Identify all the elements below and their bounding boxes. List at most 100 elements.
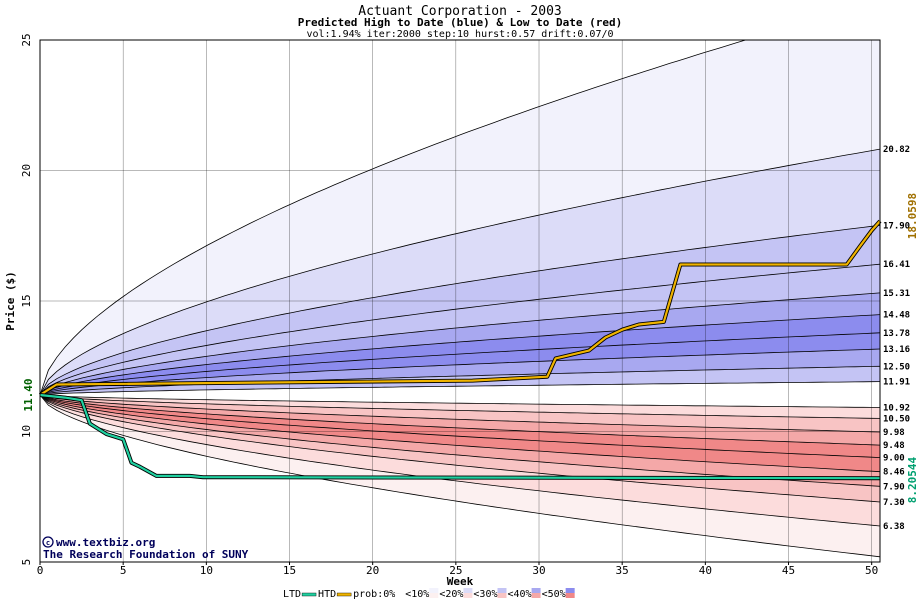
y-tick-label: 10 [20, 425, 33, 438]
band-boundary-line [39, 292, 881, 396]
legend-swatch-red [497, 593, 507, 598]
htd-end-label: 18.0598 [906, 193, 919, 239]
legend-prob-item: <10% [405, 589, 429, 600]
x-tick-label: 20 [366, 564, 379, 577]
band-level-label: 9.00 [883, 454, 905, 464]
probability-band [40, 395, 880, 487]
probability-band [40, 349, 880, 395]
probability-band [40, 395, 880, 458]
legend-swatch-red [531, 593, 541, 598]
legend-htd-swatch [336, 592, 352, 597]
legend-ltd-swatch [301, 592, 317, 597]
x-tick-label: 15 [283, 564, 296, 577]
legend-ltd-label: LTD [283, 589, 301, 600]
probability-band [40, 395, 880, 526]
y-axis-ticks: 5 10 15 20 25 [20, 33, 33, 565]
band-boundary-line [39, 394, 881, 527]
ltd-series-line [39, 393, 881, 480]
x-tick-label: 30 [532, 564, 545, 577]
chart-params: vol:1.94% iter:2000 step:10 hurst:0.57 d… [306, 29, 613, 40]
credit-org: The Research Foundation of SUNY [43, 548, 249, 561]
band-level-label: 11.91 [883, 378, 910, 388]
band-level-label: 12.50 [883, 362, 910, 372]
probability-band [40, 314, 880, 395]
legend-swatch-red [395, 593, 405, 598]
band-boundary-line [39, 332, 881, 396]
copyright-c: c [46, 539, 50, 547]
legend-swatch-blue [497, 588, 507, 593]
band-boundary-line [39, 263, 881, 396]
band-boundary-line [39, 381, 881, 396]
band-boundary-line [39, 348, 881, 396]
legend-swatch-blue [565, 588, 575, 593]
probability-band [40, 292, 880, 395]
credit-site: www.textbiz.org [56, 536, 155, 549]
band-boundary-line [39, 394, 881, 503]
band-level-label: 10.50 [883, 414, 910, 424]
legend-swatch-red [565, 593, 575, 598]
legend-swatch-red [429, 593, 439, 598]
x-tick-label: 40 [699, 564, 712, 577]
legend: LTD HTD prob:0% <10% <20% <30% <40% <50% [283, 588, 575, 600]
band-boundary-line [39, 394, 881, 458]
legend-swatch-blue [429, 588, 439, 593]
x-tick-label: 0 [37, 564, 44, 577]
band-boundary-line [39, 314, 881, 396]
band-level-label: 7.30 [883, 498, 905, 508]
band-level-label: 13.78 [883, 329, 910, 339]
band-level-label: 16.41 [883, 260, 910, 270]
band-boundary-line [39, 394, 881, 408]
legend-swatch-blue [395, 588, 405, 593]
htd-series-line [39, 220, 881, 396]
y-tick-label: 20 [20, 164, 33, 177]
band-boundary-line [39, 394, 881, 473]
legend-prob-item: <30% [473, 589, 497, 600]
x-axis-label: Week [447, 575, 474, 588]
band-level-label: 14.48 [883, 311, 910, 321]
probability-band [40, 395, 880, 432]
x-tick-label: 10 [200, 564, 213, 577]
legend-swatch-blue [531, 588, 541, 593]
x-tick-label: 35 [616, 564, 629, 577]
probability-band [40, 395, 880, 472]
probability-band [40, 395, 880, 557]
plot-frame [39, 39, 881, 563]
probability-band [40, 395, 880, 419]
y-tick-label: 25 [20, 33, 33, 46]
probability-band [40, 40, 880, 395]
probability-band [40, 395, 880, 502]
band-boundary-line [39, 148, 881, 396]
start-price-label: 11.40 [22, 378, 35, 411]
band-boundary-line [39, 224, 881, 396]
band-level-label: 6.38 [883, 522, 905, 532]
x-tick-label: 5 [120, 564, 127, 577]
probability-band [40, 149, 880, 395]
probability-band [40, 381, 880, 408]
probability-band [40, 225, 880, 395]
legend-prob-item: <20% [439, 589, 463, 600]
probability-band [40, 332, 880, 395]
legend-swatch-blue [463, 588, 473, 593]
x-tick-label: 50 [865, 564, 878, 577]
band-boundary-line [39, 394, 881, 433]
band-boundaries [39, 39, 881, 558]
band-boundary-line [39, 394, 881, 558]
legend-prob-label: prob:0% [353, 589, 395, 600]
band-level-label: 20.82 [883, 145, 910, 155]
legend-prob-item: <40% [508, 589, 532, 600]
y-tick-label: 5 [20, 559, 33, 566]
x-tick-label: 45 [782, 564, 795, 577]
band-level-labels: 20.82 17.90 16.41 15.31 14.48 13.78 13.16 12.50… [883, 145, 910, 532]
band-boundary-line [39, 394, 881, 419]
y-axis-label: Price ($) [4, 271, 17, 331]
probability-bands [40, 40, 880, 557]
probability-band [40, 395, 880, 446]
copyright-icon [42, 536, 54, 548]
band-level-label: 10.92 [883, 403, 910, 413]
band-level-label: 8.46 [883, 468, 905, 478]
y-tick-label: 15 [20, 294, 33, 307]
legend-htd-label: HTD [318, 589, 336, 600]
series-lines [38, 219, 882, 481]
legend-prob-item: <50% [542, 589, 566, 600]
